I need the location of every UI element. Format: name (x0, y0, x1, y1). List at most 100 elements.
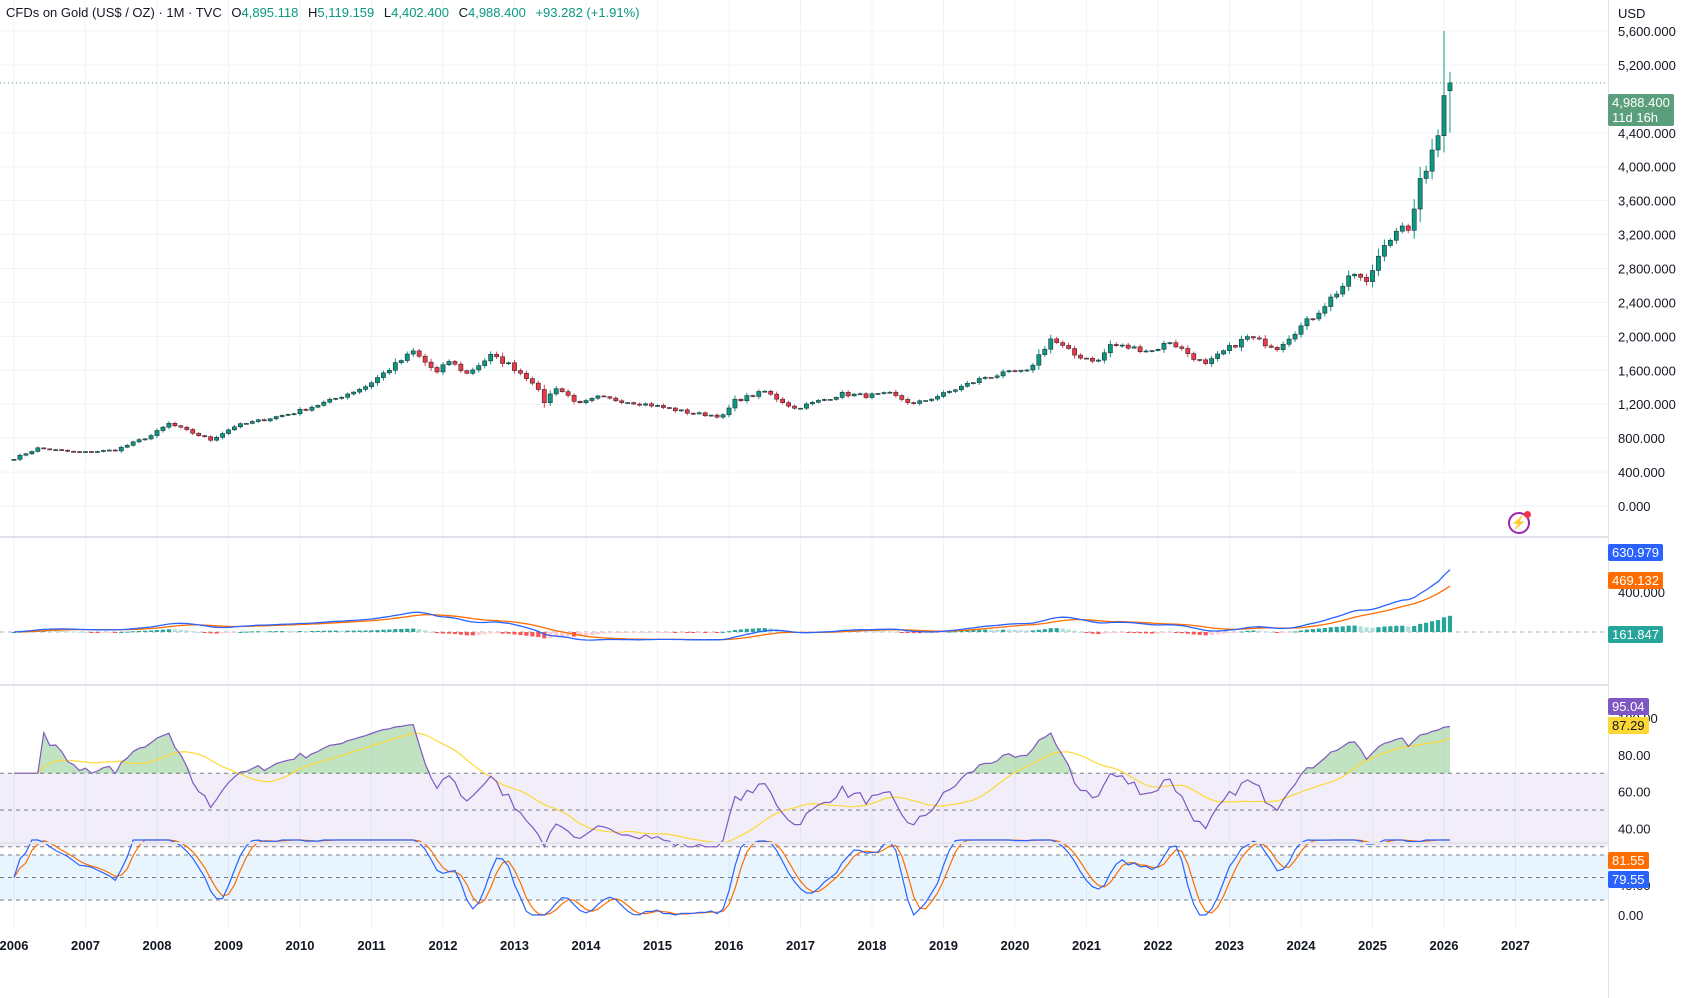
candle-body (226, 429, 231, 434)
candle-body (583, 400, 589, 404)
candle-body (1096, 359, 1101, 362)
candle-body (851, 393, 857, 397)
currency-label[interactable]: USD (1618, 6, 1646, 21)
candle-body (756, 391, 762, 397)
candle-body (911, 402, 917, 404)
macd-histogram-bar (1138, 632, 1143, 634)
macd-histogram-bar (1179, 632, 1184, 634)
candle-body (1316, 312, 1322, 320)
candle-body (214, 436, 219, 441)
macd-histogram-bar (613, 632, 618, 633)
candle-body (23, 453, 29, 456)
candle-body (1125, 344, 1131, 349)
price-axis-separator (1608, 0, 1609, 998)
candle-body (714, 414, 720, 418)
candle-body (1143, 350, 1149, 353)
macd-histogram-bar (71, 631, 76, 633)
candle-body (333, 398, 339, 400)
lightning-alert-icon[interactable]: ⚡ (1508, 511, 1531, 534)
time-axis-label: 2011 (357, 938, 385, 953)
price-axis-label: 400.000 (1618, 465, 1665, 480)
macd-histogram-bar (47, 630, 52, 632)
macd-histogram-bar (995, 629, 1000, 632)
candle-body (661, 405, 666, 408)
macd-histogram-bar (387, 629, 392, 632)
macd-histogram-bar (357, 630, 362, 632)
macd-histogram-bar (1191, 632, 1196, 635)
macd-histogram-bar (1167, 632, 1173, 633)
candle-body (440, 364, 446, 373)
candle-body (35, 447, 41, 452)
candle-body (196, 432, 202, 436)
symbol-title[interactable]: CFDs on Gold (US$ / OZ) · 1M · TVC (6, 5, 222, 20)
macd-histogram-bar (196, 631, 201, 633)
candle-body (672, 407, 678, 412)
macd-histogram-bar (1078, 631, 1083, 633)
macd-histogram-bar (59, 630, 64, 632)
time-axis-label: 2023 (1215, 938, 1244, 953)
candle-body (17, 454, 23, 460)
macd-histogram-bar (363, 630, 368, 632)
macd-histogram-bar (977, 629, 982, 632)
candle-body (720, 414, 726, 418)
macd-histogram-bar (250, 631, 255, 633)
macd-histogram-bar (881, 631, 887, 633)
candle-body (887, 391, 893, 394)
candle-body (190, 429, 196, 434)
macd-histogram-bar (1233, 632, 1238, 633)
candle-body (524, 372, 529, 379)
macd-histogram-bar (595, 632, 601, 635)
pane-separator[interactable] (0, 842, 1608, 844)
pane-separator[interactable] (0, 684, 1608, 686)
macd-histogram-bar (1221, 632, 1226, 634)
macd-histogram-bar (1072, 630, 1077, 632)
open-value: 4,895.118 (241, 5, 299, 20)
rsi-line (14, 724, 1451, 849)
candle-body (1364, 276, 1369, 282)
candle-body (1084, 357, 1089, 360)
time-axis-label: 2009 (214, 938, 243, 953)
macd-histogram-bar (530, 632, 535, 637)
candle-body (708, 414, 714, 417)
candle-body (357, 389, 362, 393)
macd-histogram-bar (1435, 620, 1441, 632)
pane-separator[interactable] (0, 536, 1608, 538)
candle-body (529, 378, 535, 384)
macd-histogram-bar (339, 630, 344, 632)
stoch-d-line (13, 839, 1450, 916)
candle-body (118, 446, 124, 452)
candle-body (827, 399, 833, 401)
time-axis-label: 2024 (1287, 938, 1317, 953)
stoch-k-line (13, 839, 1450, 916)
candle-body (1268, 345, 1274, 348)
time-axis-label: 2026 (1430, 938, 1459, 953)
candle-body (208, 436, 214, 441)
candle-body (160, 426, 166, 431)
candle-body (947, 391, 952, 393)
rsi-axis-label: 40.00 (1618, 821, 1651, 836)
macd-histogram-bar (673, 632, 678, 633)
macd-histogram-bar (953, 631, 958, 633)
candle-body (1334, 293, 1340, 298)
candle-body (148, 435, 154, 440)
macd-histogram-bar (899, 632, 904, 633)
candle-body (845, 392, 851, 397)
candle-body (1119, 344, 1125, 347)
candle-body (792, 405, 797, 409)
candle-body (941, 392, 946, 397)
macd-histogram-bar (1197, 632, 1202, 635)
candle-body (386, 369, 392, 374)
candle-body (744, 395, 750, 402)
candle-body (71, 450, 76, 453)
macd-histogram-bar (1412, 625, 1417, 632)
macd-histogram-bar (941, 632, 946, 633)
macd-histogram-bar (470, 632, 475, 636)
candle-body (1042, 348, 1048, 355)
candle-body (1000, 371, 1006, 377)
candle-body (1167, 342, 1173, 344)
time-axis-label: 2008 (143, 938, 172, 953)
macd-histogram-bar (989, 629, 994, 632)
macd-histogram-bar (685, 632, 690, 633)
